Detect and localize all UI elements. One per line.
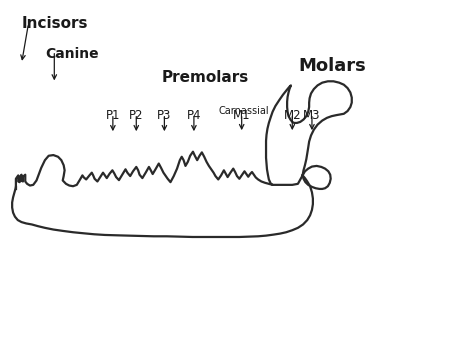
Text: Incisors: Incisors bbox=[21, 16, 88, 31]
Text: Canine: Canine bbox=[45, 47, 99, 61]
Text: M3: M3 bbox=[303, 109, 321, 122]
Text: P3: P3 bbox=[157, 109, 172, 122]
Text: P4: P4 bbox=[187, 109, 201, 122]
Text: P1: P1 bbox=[106, 109, 120, 122]
Text: P2: P2 bbox=[129, 109, 144, 122]
Text: Carnassial: Carnassial bbox=[219, 106, 269, 116]
Text: Premolars: Premolars bbox=[162, 71, 249, 85]
Text: M1: M1 bbox=[233, 109, 250, 122]
Text: M2: M2 bbox=[283, 109, 301, 122]
Text: Molars: Molars bbox=[298, 57, 365, 75]
